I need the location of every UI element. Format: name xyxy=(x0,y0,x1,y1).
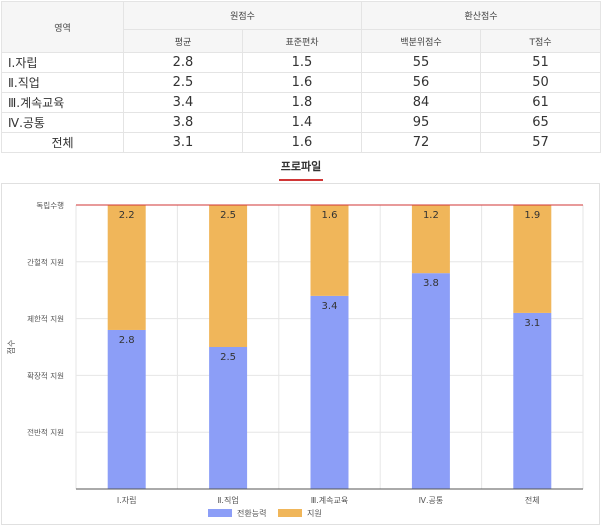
row-t-score: 61 xyxy=(480,92,601,113)
data-label: 3.8 xyxy=(423,278,439,289)
data-label: 1.6 xyxy=(322,210,338,221)
y-tick-label: 독립수행 xyxy=(36,200,64,210)
data-label: 1.9 xyxy=(524,210,540,221)
row-mean: 3.4 xyxy=(123,92,243,113)
row-sd: 1.8 xyxy=(242,92,362,113)
row-area: Ⅳ.공통 xyxy=(1,112,124,133)
profile-chart-panel: 2.8 2.2 Ⅰ.자립 2.5 2.5 Ⅱ.직업 3.4 1.6 Ⅲ.계속교육 3.8 1.2 Ⅳ.… xyxy=(1,183,600,525)
row-sd: 1.6 xyxy=(242,72,362,93)
x-tick-label: Ⅳ.공통 xyxy=(419,496,444,505)
bar-segment xyxy=(209,347,248,489)
header-mean: 평균 xyxy=(123,29,243,53)
row-area: Ⅱ.직업 xyxy=(1,72,124,93)
bar-segment xyxy=(513,312,552,489)
legend-swatch xyxy=(208,509,232,517)
bar-segment xyxy=(107,205,146,330)
row-mean: 3.1 xyxy=(123,132,243,153)
y-axis-title: 점수 xyxy=(6,340,16,355)
row-mean: 2.8 xyxy=(123,52,243,73)
x-tick-label: Ⅱ.직업 xyxy=(217,495,238,505)
data-label: 2.8 xyxy=(119,335,135,346)
legend-swatch xyxy=(278,509,302,517)
profile-chart: 2.8 2.2 Ⅰ.자립 2.5 2.5 Ⅱ.직업 3.4 1.6 Ⅲ.계속교육 3.8 1.2 Ⅳ.… xyxy=(6,200,584,518)
row-mean: 3.8 xyxy=(123,112,243,133)
data-label: 2.2 xyxy=(119,210,135,221)
y-tick-label: 제한적 지원 xyxy=(27,314,64,324)
row-sd: 1.5 xyxy=(242,52,362,73)
row-percentile: 55 xyxy=(361,52,481,73)
header-raw-score: 원점수 xyxy=(123,1,362,30)
row-sd: 1.6 xyxy=(242,132,362,153)
row-sd: 1.4 xyxy=(242,112,362,133)
profile-title: 프로파일 xyxy=(278,158,324,181)
score-table: 영역 원점수 환산점수 평균 표준편차 백분위점수 T점수 Ⅰ.자립 2.8 1… xyxy=(1,1,601,153)
header-area: 영역 xyxy=(1,1,124,53)
row-mean: 2.5 xyxy=(123,72,243,93)
data-label: 2.5 xyxy=(220,352,236,363)
row-area: 전체 xyxy=(1,132,124,153)
row-t-score: 57 xyxy=(480,132,601,153)
row-t-score: 51 xyxy=(480,52,601,73)
table-row: Ⅲ.계속교육 3.4 1.8 84 61 xyxy=(1,92,601,113)
header-sd: 표준편차 xyxy=(242,29,362,53)
data-label: 2.5 xyxy=(220,210,236,221)
header-t-score: T점수 xyxy=(480,29,601,53)
data-label: 3.4 xyxy=(322,301,338,312)
bar-segment xyxy=(411,273,450,489)
header-converted-score: 환산점수 xyxy=(361,1,601,30)
row-area: Ⅲ.계속교육 xyxy=(1,92,124,113)
legend-label: 지원 xyxy=(307,509,322,518)
row-percentile: 56 xyxy=(361,72,481,93)
bar-segment xyxy=(310,295,349,489)
data-label: 3.1 xyxy=(524,318,540,329)
x-tick-label: Ⅲ.계속교육 xyxy=(311,495,349,505)
row-percentile: 84 xyxy=(361,92,481,113)
y-tick-label: 전반적 지원 xyxy=(27,427,64,437)
bar-segment xyxy=(513,205,552,313)
row-t-score: 50 xyxy=(480,72,601,93)
x-tick-label: 전체 xyxy=(525,495,540,505)
row-percentile: 95 xyxy=(361,112,481,133)
bar-segment xyxy=(107,329,146,489)
bar-segment xyxy=(310,205,349,296)
profile-heading: 프로파일 xyxy=(0,158,602,181)
legend-label: 전환능력 xyxy=(237,508,266,518)
row-area: Ⅰ.자립 xyxy=(1,52,124,73)
table-row-total: 전체 3.1 1.6 72 57 xyxy=(1,132,601,153)
table-row: Ⅰ.자립 2.8 1.5 55 51 xyxy=(1,52,601,73)
bar-segment xyxy=(411,205,450,274)
table-row: Ⅳ.공통 3.8 1.4 95 65 xyxy=(1,112,601,133)
y-tick-label: 확장적 지원 xyxy=(27,370,64,380)
y-tick-label: 간헐적 지원 xyxy=(27,257,64,267)
bar-segment xyxy=(209,205,248,347)
row-t-score: 65 xyxy=(480,112,601,133)
header-percentile: 백분위점수 xyxy=(361,29,481,53)
x-tick-label: Ⅰ.자립 xyxy=(117,496,137,505)
table-row: Ⅱ.직업 2.5 1.6 56 50 xyxy=(1,72,601,93)
row-percentile: 72 xyxy=(361,132,481,153)
data-label: 1.2 xyxy=(423,210,439,221)
